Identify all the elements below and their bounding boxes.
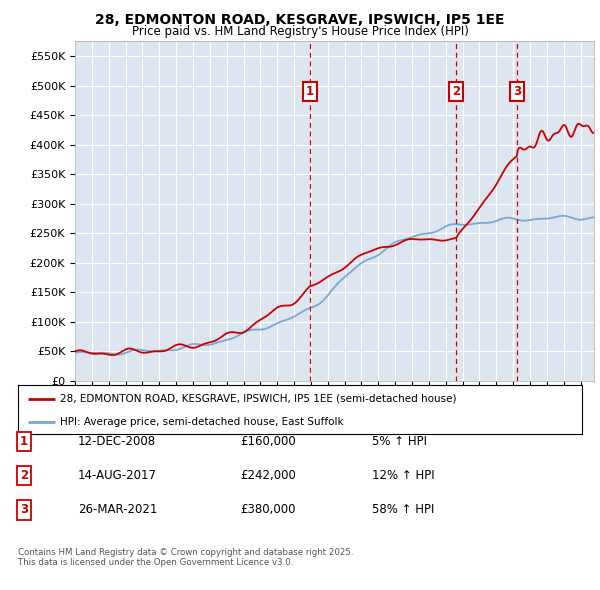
Text: 1: 1 bbox=[306, 85, 314, 98]
Text: 1: 1 bbox=[20, 435, 28, 448]
Text: 26-MAR-2021: 26-MAR-2021 bbox=[78, 503, 157, 516]
Text: 12-DEC-2008: 12-DEC-2008 bbox=[78, 435, 156, 448]
Text: 3: 3 bbox=[20, 503, 28, 516]
Text: 3: 3 bbox=[513, 85, 521, 98]
Text: £380,000: £380,000 bbox=[240, 503, 296, 516]
Text: £160,000: £160,000 bbox=[240, 435, 296, 448]
Text: 2: 2 bbox=[20, 469, 28, 482]
Text: 58% ↑ HPI: 58% ↑ HPI bbox=[372, 503, 434, 516]
Text: 28, EDMONTON ROAD, KESGRAVE, IPSWICH, IP5 1EE (semi-detached house): 28, EDMONTON ROAD, KESGRAVE, IPSWICH, IP… bbox=[60, 394, 457, 404]
Text: 28, EDMONTON ROAD, KESGRAVE, IPSWICH, IP5 1EE: 28, EDMONTON ROAD, KESGRAVE, IPSWICH, IP… bbox=[95, 13, 505, 27]
Text: 12% ↑ HPI: 12% ↑ HPI bbox=[372, 469, 434, 482]
Text: £242,000: £242,000 bbox=[240, 469, 296, 482]
Text: 14-AUG-2017: 14-AUG-2017 bbox=[78, 469, 157, 482]
Text: 2: 2 bbox=[452, 85, 460, 98]
Text: Price paid vs. HM Land Registry's House Price Index (HPI): Price paid vs. HM Land Registry's House … bbox=[131, 25, 469, 38]
Text: Contains HM Land Registry data © Crown copyright and database right 2025.
This d: Contains HM Land Registry data © Crown c… bbox=[18, 548, 353, 567]
Text: 5% ↑ HPI: 5% ↑ HPI bbox=[372, 435, 427, 448]
Text: HPI: Average price, semi-detached house, East Suffolk: HPI: Average price, semi-detached house,… bbox=[60, 417, 344, 427]
